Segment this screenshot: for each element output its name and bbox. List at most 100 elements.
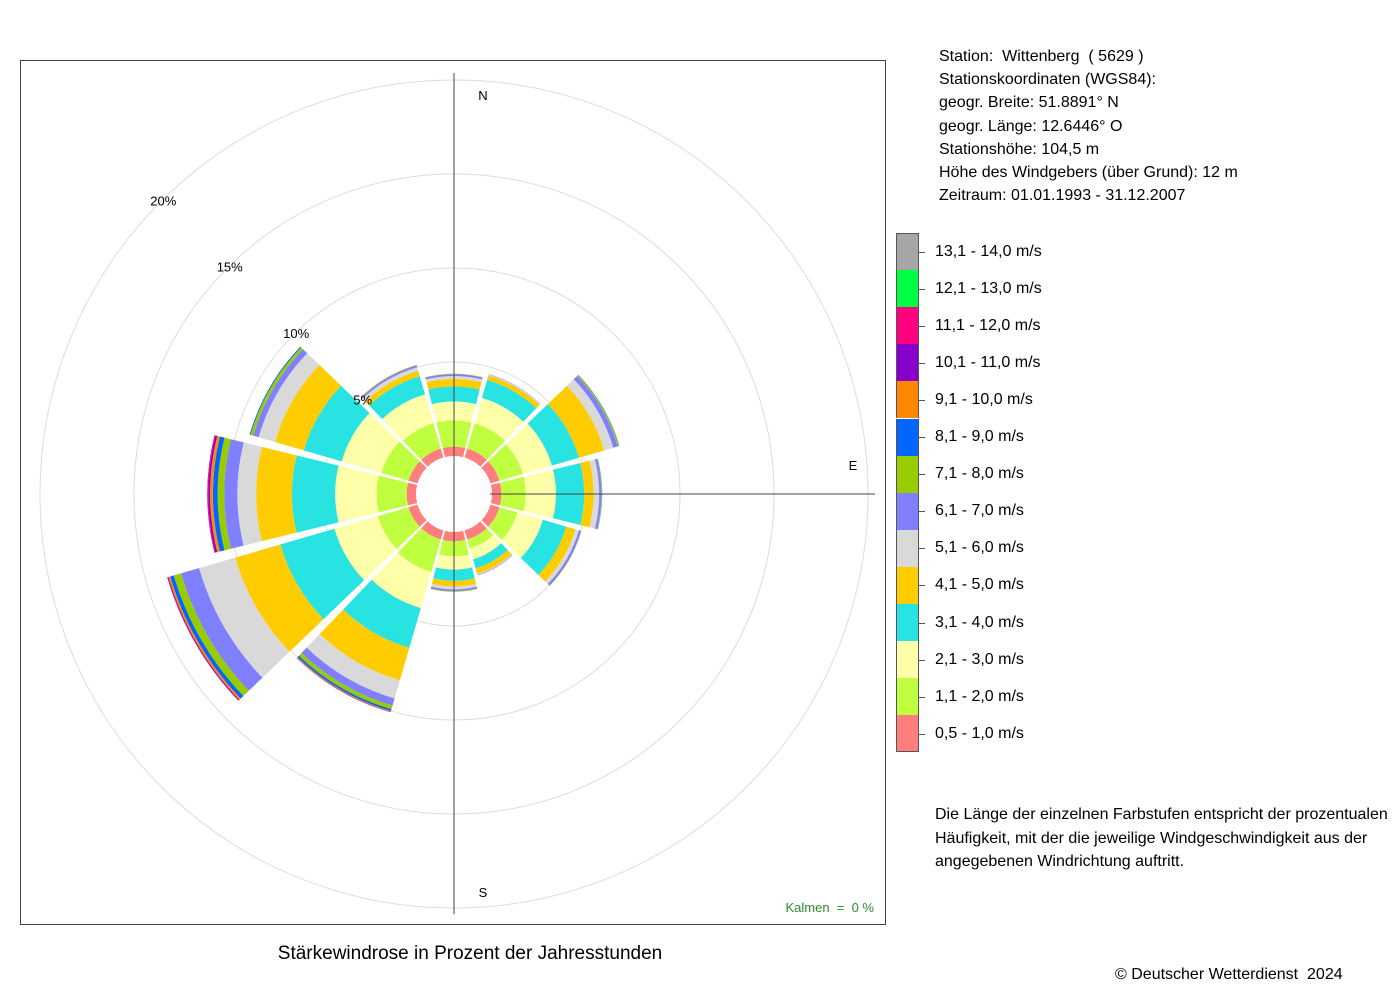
sector-300-class-3 [341,413,400,473]
legend-tick [919,251,925,253]
sector-300-class-1 [408,461,427,484]
direction-210 [296,521,444,713]
sector-210-class-4 [343,579,421,648]
station-info: Station: Wittenberg ( 5629 ) Stationskoo… [939,45,1238,207]
sector-300-class-8 [250,347,304,436]
legend-tick [919,474,925,476]
legend-swatch [896,455,919,493]
sector-60-class-6 [566,379,614,451]
sector-240-class-7 [181,568,263,691]
station-line: Höhe des Windgebers (über Grund): 12 m [939,164,1238,182]
legend-swatch [896,270,919,308]
sector-120-class-2 [488,507,518,540]
sector-300-class-7 [253,349,308,438]
sector-30-class-1 [464,448,487,467]
legend-label: 4,1 - 5,0 m/s [935,576,1024,594]
legend-tick [919,696,925,698]
legend-label: 0,5 - 1,0 m/s [935,724,1024,742]
legend-swatch [896,381,919,419]
sector-60-class-1 [481,461,500,484]
sector-300-class-6 [258,353,320,442]
sector-120-class-6 [545,529,579,585]
legend-swatch [896,233,919,270]
sector-270-class-2 [376,475,408,513]
legend-tick [919,511,925,513]
legend-swatch [896,344,919,382]
sector-30-class-4 [481,379,537,422]
north-label: N [478,88,487,103]
sector-90-class-8 [597,458,602,530]
sector-30-class-3 [474,397,524,441]
legend-tick [919,399,925,401]
sector-270-class-9 [212,436,225,552]
sector-90-class-7 [594,458,602,530]
sector-30-class-5 [487,375,540,409]
sector-210-class-7 [301,647,395,706]
legend-tick [919,585,925,587]
sector-330-class-4 [369,376,426,420]
legend-label: 10,1 - 11,0 m/s [935,353,1041,371]
sector-240-class-6 [199,557,290,678]
legend-swatch [896,566,919,604]
sector-60-class-5 [547,385,605,458]
sector-270-class-6 [237,442,262,546]
legend-tick [919,325,925,327]
sector-60-class-3 [505,423,552,474]
ring-label-15: 15% [217,260,243,275]
wind-rose-svg: N E S 5% 10% 15% 20% [39,73,875,914]
sector-240-class-4 [280,528,365,620]
sector-60-class-4 [527,403,579,466]
legend-tick [919,362,925,364]
ring-label-20: 20% [150,193,176,208]
legend-label: 2,1 - 3,0 m/s [935,650,1024,668]
legend-label: 8,1 - 9,0 m/s [935,428,1024,446]
sector-120-class-5 [538,526,576,582]
sector-330-class-5 [365,370,420,406]
legend-swatch [896,492,919,530]
sector-150-class-1 [464,521,487,540]
direction-120 [481,504,582,586]
sector-150-class-4 [472,543,508,569]
sector-270-class-5 [256,446,297,542]
copyright-text: © Deutscher Wetterdienst 2024 [1115,966,1343,983]
ring-label-5: 5% [353,393,372,408]
east-label: E [849,458,858,473]
sector-120-class-3 [501,512,543,559]
legend-tick [919,659,925,661]
sector-270-class-1 [406,482,418,506]
sector-210-class-3 [371,552,432,609]
legend-label: 1,1 - 2,0 m/s [935,687,1024,705]
station-line: geogr. Länge: 12.6446° O [939,117,1123,135]
station-line: Stationskoordinaten (WGS84): [939,71,1156,89]
legend-swatch [896,715,919,753]
legend-label: 13,1 - 14,0 m/s [935,242,1042,260]
sector-330-class-7 [361,365,418,399]
sector-240-class-9 [170,575,244,699]
direction-240 [167,504,427,701]
sector-330-class-3 [382,394,434,441]
legend-tick [919,622,925,624]
direction-270 [207,435,418,553]
legend-tick [919,733,925,735]
sector-0-class-8 [425,373,483,378]
legend-label: 6,1 - 7,0 m/s [935,502,1024,520]
sector-120-class-4 [520,519,567,575]
legend-label: 5,1 - 6,0 m/s [935,539,1024,557]
sector-330-class-2 [402,423,441,460]
sector-240-class-1 [408,504,427,527]
sector-270-class-8 [217,437,231,551]
direction-0 [425,373,483,458]
sector-300-class-2 [381,441,420,481]
legend-tick [919,437,925,439]
legend-swatch [896,529,919,567]
sector-240-class-8 [173,573,249,696]
sector-300-class-5 [274,364,342,451]
sector-270-class-7 [224,439,244,549]
legend-swatch [896,418,919,456]
chart-title: Stärkewindrose in Prozent der Jahresstun… [277,943,663,964]
sector-0-class-6 [425,376,483,383]
sector-210-class-8 [298,653,393,710]
sector-270-class-4 [291,455,339,533]
sector-270-class-11 [208,435,218,553]
sector-240-class-3 [334,516,397,581]
